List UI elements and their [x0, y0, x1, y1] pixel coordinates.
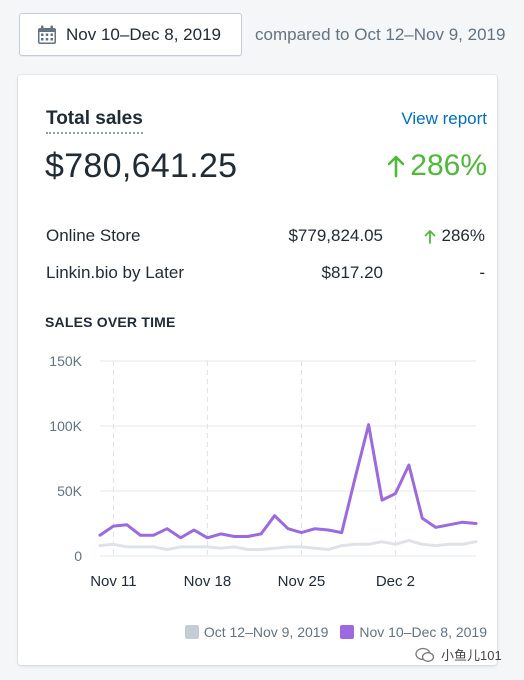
channel-change-value: 286%: [441, 226, 485, 245]
view-report-link[interactable]: View report: [401, 109, 487, 128]
legend-swatch-previous: [184, 625, 199, 639]
legend-label-current: Nov 10–Dec 8, 2019: [359, 624, 487, 640]
channel-row: Linkin.bio by Later $817.20 -: [46, 263, 486, 287]
channel-change: -: [479, 263, 485, 283]
total-sales-card: Total sales View report $780,641.25 286%…: [18, 75, 497, 665]
legend-item-current[interactable]: Nov 10–Dec 8, 2019: [340, 624, 487, 640]
legend-swatch-current: [340, 625, 355, 639]
series-line-current: [98, 423, 478, 540]
channel-value: $817.20: [321, 263, 383, 282]
total-change-value: 286%: [410, 149, 487, 182]
legend-label-previous: Oct 12–Nov 9, 2019: [203, 624, 329, 640]
sales-over-time-title: SALES OVER TIME: [45, 314, 176, 330]
date-range-label: Nov 10–Dec 8, 2019: [66, 24, 221, 44]
watermark-text: 小鱼儿101: [441, 648, 502, 663]
channel-name: Online Store: [46, 226, 141, 245]
comparison-label: compared to Oct 12–Nov 9, 2019: [255, 25, 506, 44]
series-line-previous: [98, 538, 478, 551]
x-tick-label: Nov 18: [184, 573, 232, 590]
total-sales-value: $780,641.25: [45, 147, 238, 185]
channel-row: Online Store $779,824.05 286%: [46, 226, 486, 250]
watermark: 小鱼儿101: [415, 645, 502, 664]
channel-name: Linkin.bio by Later: [46, 263, 184, 282]
chart-legend: Oct 12–Nov 9, 2019 Nov 10–Dec 8, 2019: [173, 624, 487, 640]
card-title[interactable]: Total sales: [46, 108, 143, 134]
x-tick-label: Nov 25: [278, 573, 326, 590]
channel-change-value: -: [479, 263, 485, 282]
y-tick-label: 150K: [49, 353, 82, 369]
channel-value: $779,824.05: [288, 226, 383, 245]
date-range-button[interactable]: Nov 10–Dec 8, 2019: [19, 13, 242, 56]
y-tick-label: 50K: [57, 483, 83, 499]
wechat-icon: [415, 647, 435, 662]
y-tick-label: 0: [74, 548, 82, 564]
sales-over-time-chart: 150K 100K 50K 0 Nov 11 Nov 18 Nov 25 Dec 2: [49, 353, 478, 590]
arrow-up-icon: [387, 155, 405, 178]
arrow-up-icon: [424, 229, 435, 244]
x-tick-label: Dec 2: [376, 573, 415, 590]
channel-change: 286%: [424, 226, 485, 246]
legend-item-previous[interactable]: Oct 12–Nov 9, 2019: [184, 624, 329, 640]
total-change: 286%: [386, 149, 487, 183]
x-tick-label: Nov 11: [90, 573, 136, 590]
y-tick-label: 100K: [49, 418, 82, 434]
calendar-icon: [38, 25, 56, 44]
